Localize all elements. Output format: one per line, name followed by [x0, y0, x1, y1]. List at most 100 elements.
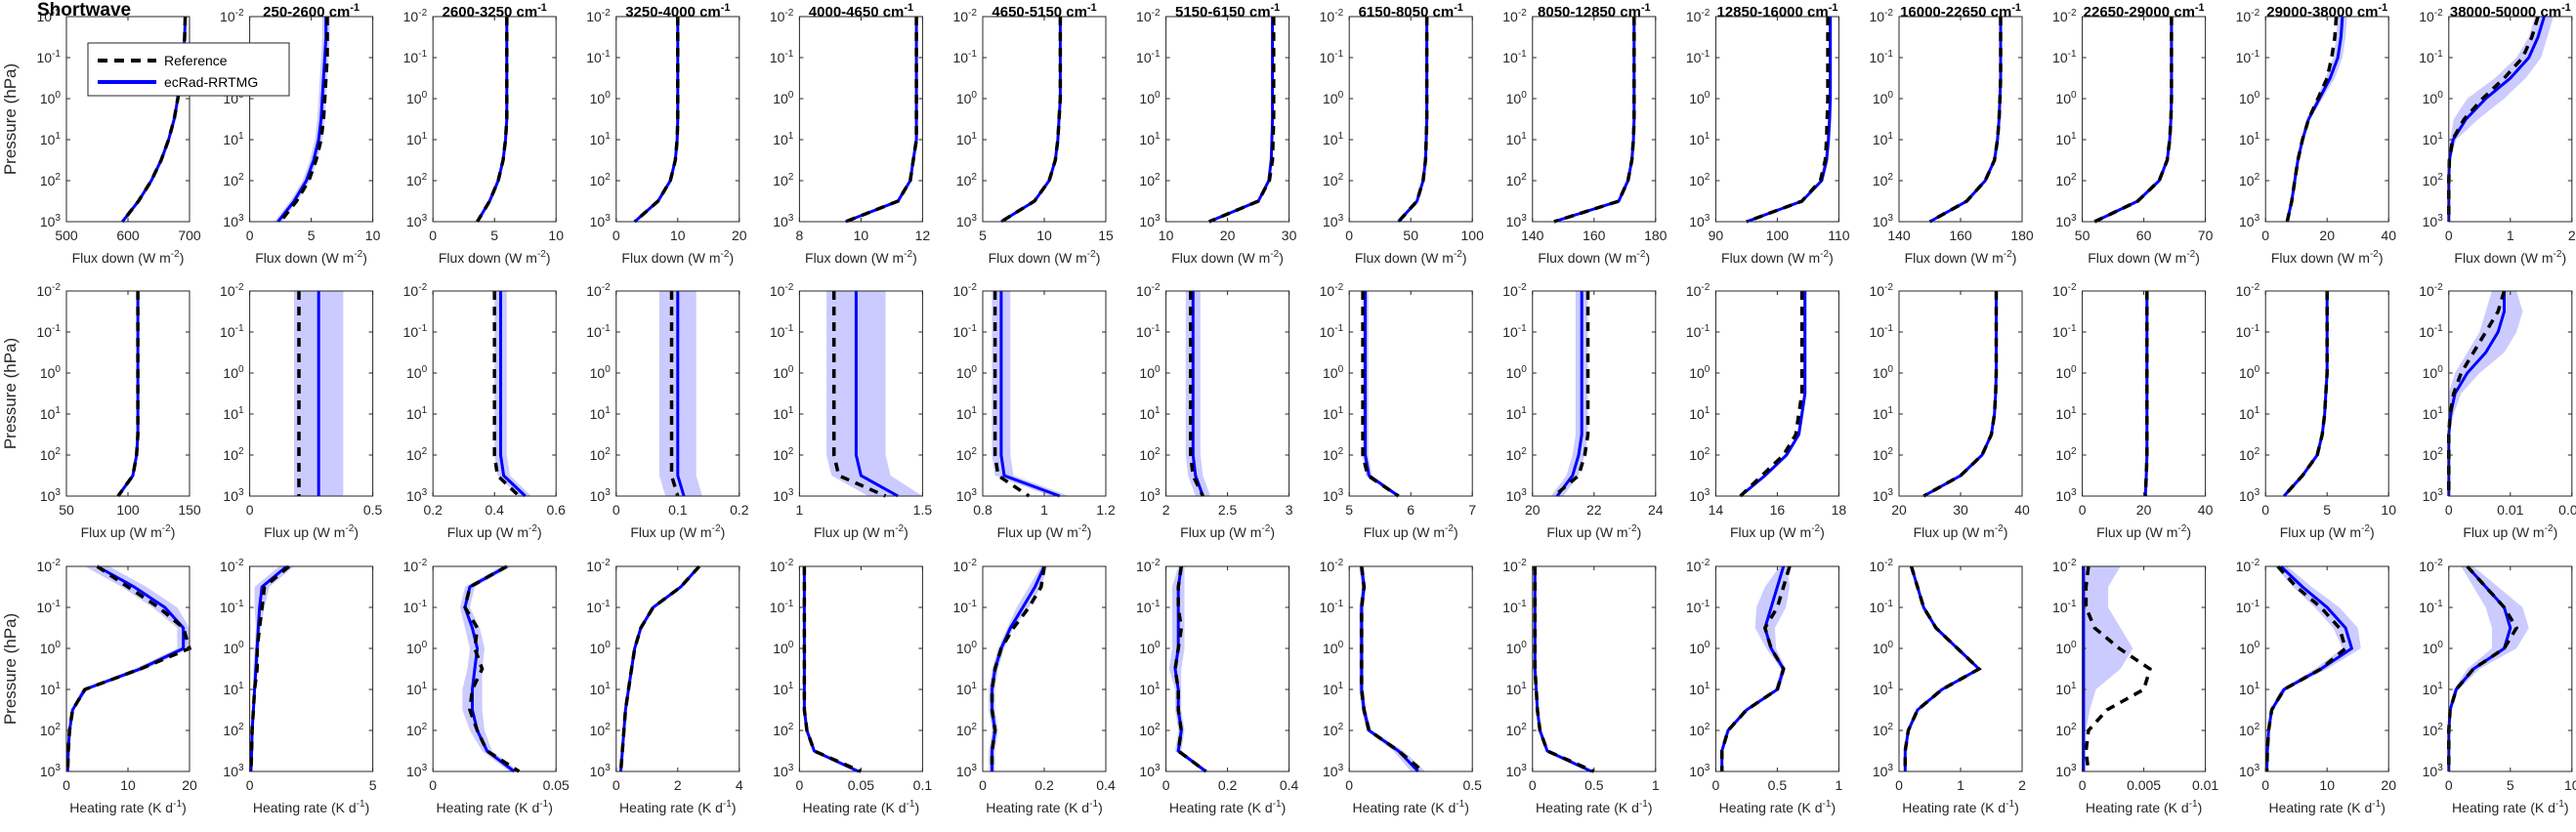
ytick-label-9-0-3-base: 10: [1689, 132, 1705, 147]
ytick-label-9-2-1-exponent: -1: [1701, 599, 1710, 609]
ytick-label-13-0-2: 100: [2423, 90, 2444, 106]
reference-line-1-0: [278, 17, 329, 224]
ytick-label-11-1-1: 10-1: [2052, 323, 2077, 340]
xtick-label-1-2-0: 0: [246, 777, 254, 793]
ytick-label-2-2-4: 102: [406, 722, 428, 738]
ytick-label-13-0-3-base: 10: [2423, 132, 2438, 147]
ytick-label-7-1-0-base: 10: [1320, 283, 1335, 299]
reference-line-2-2: [463, 564, 521, 773]
ytick-label-6-1-5-base: 10: [1139, 488, 1155, 504]
ytick-label-7-2-2-base: 10: [1323, 641, 1338, 656]
axes-box-10-0: [1898, 16, 2023, 223]
ytick-label-8-2-0-base: 10: [1502, 559, 1518, 574]
ytick-label-3-1-5-exponent: 3: [605, 487, 611, 498]
ytick-label-7-0-3-base: 10: [1323, 132, 1338, 147]
ytick-label-2-2-5: 103: [406, 763, 428, 779]
xlabel-8-1-exponent: -2: [1628, 523, 1637, 534]
model-line-3-0: [633, 17, 680, 224]
ytick-label-12-1-3-base: 10: [2239, 406, 2255, 422]
xtick-label-5-1-2: 1.2: [1096, 502, 1116, 518]
ytick-label-13-2-4-base: 10: [2423, 723, 2438, 738]
xtick-label-11-2-1: 0.005: [2127, 777, 2161, 793]
ytick-label-11-1-2: 100: [2055, 364, 2077, 381]
xtick-label-9-2-1: 0.5: [1768, 777, 1788, 793]
ytick-label-7-0-5-base: 10: [1323, 214, 1338, 229]
ytick-label-11-0-4: 102: [2055, 172, 2077, 188]
ytick-label-13-1-1-base: 10: [2419, 324, 2434, 340]
xlabel-8-2-exponent: -1: [1639, 799, 1648, 810]
axes-box-4-1: [798, 290, 923, 497]
ytick-label-8-1-1-exponent: -1: [1518, 323, 1527, 334]
ytick-label-4-2-0-exponent: -2: [784, 558, 793, 568]
xtick-label-6-1-2: 3: [1286, 502, 1293, 518]
ytick-label-7-0-1-base: 10: [1320, 50, 1335, 65]
ytick-label-4-1-4: 102: [773, 446, 794, 463]
xtick-label-4-0-0: 8: [796, 228, 804, 243]
ytick-label-4-0-4-exponent: 2: [788, 172, 794, 183]
ytick-label-1-1-0-base: 10: [220, 283, 235, 299]
ytick-label-11-2-1-exponent: -1: [2068, 599, 2077, 609]
ytick-label-12-1-5-base: 10: [2239, 488, 2255, 504]
ytick-label-7-1-5-base: 10: [1323, 488, 1338, 504]
xtick-label-8-2-2: 1: [1652, 777, 1660, 793]
ytick-label-13-2-1: 10-1: [2419, 599, 2443, 615]
ytick-label-11-0-0-base: 10: [2052, 9, 2068, 24]
xlabel-7-0-exponent: -2: [1454, 249, 1462, 260]
ytick-label-4-0-4-base: 10: [773, 173, 788, 188]
xlabel-1-0-base: Flux down (W m: [255, 250, 354, 266]
band-title-6-exponent: -1: [1271, 2, 1281, 14]
ytick-label-0-0-4-base: 10: [40, 173, 56, 188]
ytick-label-1-1-1: 10-1: [220, 323, 244, 340]
ytick-label-12-0-5-base: 10: [2239, 214, 2255, 229]
ytick-label-13-0-2-exponent: 0: [2437, 90, 2443, 101]
ytick-label-1-2-4: 102: [223, 722, 244, 738]
ytick-label-12-1-0-exponent: -2: [2251, 282, 2259, 293]
ytick-label-5-2-2: 100: [956, 640, 978, 656]
ytick-label-2-0-4-base: 10: [406, 173, 422, 188]
ytick-label-11-0-3-base: 10: [2055, 132, 2071, 147]
ytick-label-3-0-1-base: 10: [586, 50, 602, 65]
ytick-label-7-1-0-exponent: -2: [1334, 282, 1343, 293]
xlabel-11-0-base: Flux down (W m: [2088, 250, 2186, 266]
xtick-label-0-2-1: 10: [120, 777, 136, 793]
xlabel-2-1-end: ): [537, 524, 542, 540]
ytick-label-9-1-0-base: 10: [1686, 283, 1702, 299]
xtick-label-7-1-0: 5: [1345, 502, 1353, 518]
xlabel-0-2-end: ): [182, 800, 187, 815]
axes-box-2-2: [432, 565, 557, 772]
ytick-label-7-2-3-exponent: 1: [1338, 681, 1344, 691]
ytick-label-7-0-4-exponent: 2: [1338, 172, 1344, 183]
ytick-label-0-0-5-base: 10: [40, 214, 56, 229]
ytick-label-3-2-3-base: 10: [590, 682, 606, 697]
ytick-label-6-0-4: 102: [1139, 172, 1161, 188]
ytick-label-0-0-2: 100: [40, 90, 62, 106]
xtick-label-2-1-2: 0.6: [546, 502, 566, 518]
ytick-label-9-2-2: 100: [1689, 640, 1710, 656]
ytick-label-7-0-0-base: 10: [1320, 9, 1335, 24]
ytick-label-7-1-5: 103: [1323, 487, 1344, 504]
ytick-label-5-0-0: 10-2: [952, 8, 977, 24]
xlabel-8-1: Flux up (W m-2): [1546, 523, 1641, 540]
ytick-label-2-2-1: 10-1: [403, 599, 428, 615]
ytick-label-5-0-1-exponent: -1: [968, 49, 977, 60]
ytick-label-9-2-1-base: 10: [1686, 600, 1702, 615]
ytick-label-9-2-4-base: 10: [1689, 723, 1705, 738]
xlabel-7-0-end: ): [1462, 250, 1467, 266]
xlabel-5-2-base: Heating rate (K d: [986, 800, 1089, 815]
ytick-label-2-2-3: 101: [406, 681, 428, 697]
xlabel-9-1: Flux up (W m-2): [1730, 523, 1825, 540]
ytick-label-6-0-1-base: 10: [1136, 50, 1152, 65]
ytick-label-0-0-3-exponent: 1: [55, 131, 61, 142]
ytick-label-6-2-2: 100: [1139, 640, 1161, 656]
ytick-label-5-0-4: 102: [956, 172, 978, 188]
ytick-label-13-1-3: 101: [2423, 405, 2444, 422]
ytick-label-11-1-4: 102: [2055, 446, 2077, 463]
ytick-label-6-0-2-exponent: 0: [1155, 90, 1161, 101]
ytick-label-7-2-4-base: 10: [1323, 723, 1338, 738]
xlabel-9-1-base: Flux up (W m: [1730, 524, 1811, 540]
